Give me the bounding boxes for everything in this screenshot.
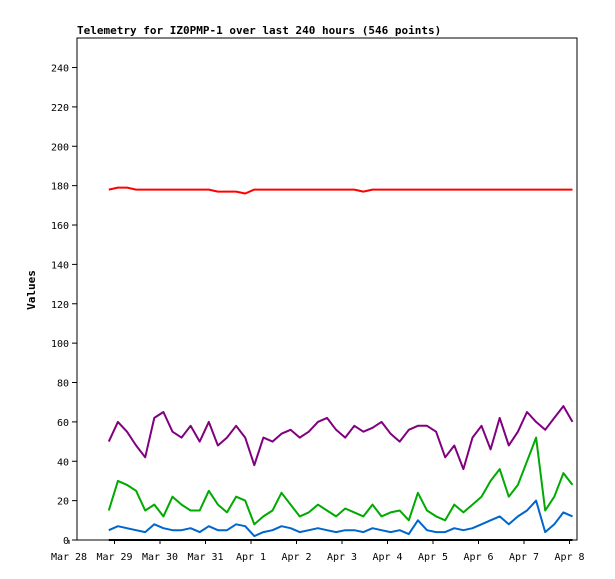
- y-tick-label: 0: [63, 536, 69, 547]
- y-tick-label: 20: [57, 497, 69, 508]
- series-line: [108, 186, 573, 195]
- y-tick-label: 80: [57, 379, 69, 390]
- series-layer: [107, 186, 574, 541]
- x-tick-label: Apr 8: [554, 552, 584, 563]
- series-line: [107, 405, 574, 471]
- x-tick-label: Apr 5: [418, 552, 448, 563]
- x-tick-label: Apr 3: [327, 552, 357, 563]
- x-tick-label: Apr 4: [372, 552, 402, 563]
- y-tick-label: 60: [57, 418, 69, 429]
- x-axis: Mar 28 Mar 29 Mar 30 Mar 31 Apr 1 Apr 2 Apr 3 A…: [51, 540, 585, 563]
- x-tick-label: Mar 30: [142, 552, 178, 563]
- y-tick-label: 140: [51, 260, 69, 271]
- y-tick-label: 240: [51, 64, 69, 75]
- y-axis-label: Values: [25, 270, 38, 310]
- x-tick-label: Apr 1: [236, 552, 266, 563]
- y-tick-label: 120: [51, 300, 69, 311]
- x-tick-label: Apr 2: [281, 552, 311, 563]
- y-axis: 0 20 40 60 80 100 120 140 160 180 200 220 240: [51, 64, 77, 547]
- y-tick-label: 160: [51, 221, 69, 232]
- x-tick-label: Apr 7: [509, 552, 539, 563]
- x-tick-label: Apr 6: [463, 552, 493, 563]
- series-line: [107, 436, 574, 526]
- y-tick-label: 220: [51, 103, 69, 114]
- y-tick-label: 180: [51, 182, 69, 193]
- x-tick-label: Mar 28: [51, 552, 87, 563]
- x-tick-label: Mar 31: [187, 552, 223, 563]
- x-tick-label: Mar 29: [96, 552, 132, 563]
- y-tick-label: 40: [57, 457, 69, 468]
- plot-frame: [76, 37, 578, 541]
- y-tick-label: 200: [51, 142, 69, 153]
- chart-title: Telemetry for IZ0PMP-1 over last 240 hou…: [77, 24, 441, 37]
- y-tick-label: 100: [51, 339, 69, 350]
- series-line: [108, 499, 573, 538]
